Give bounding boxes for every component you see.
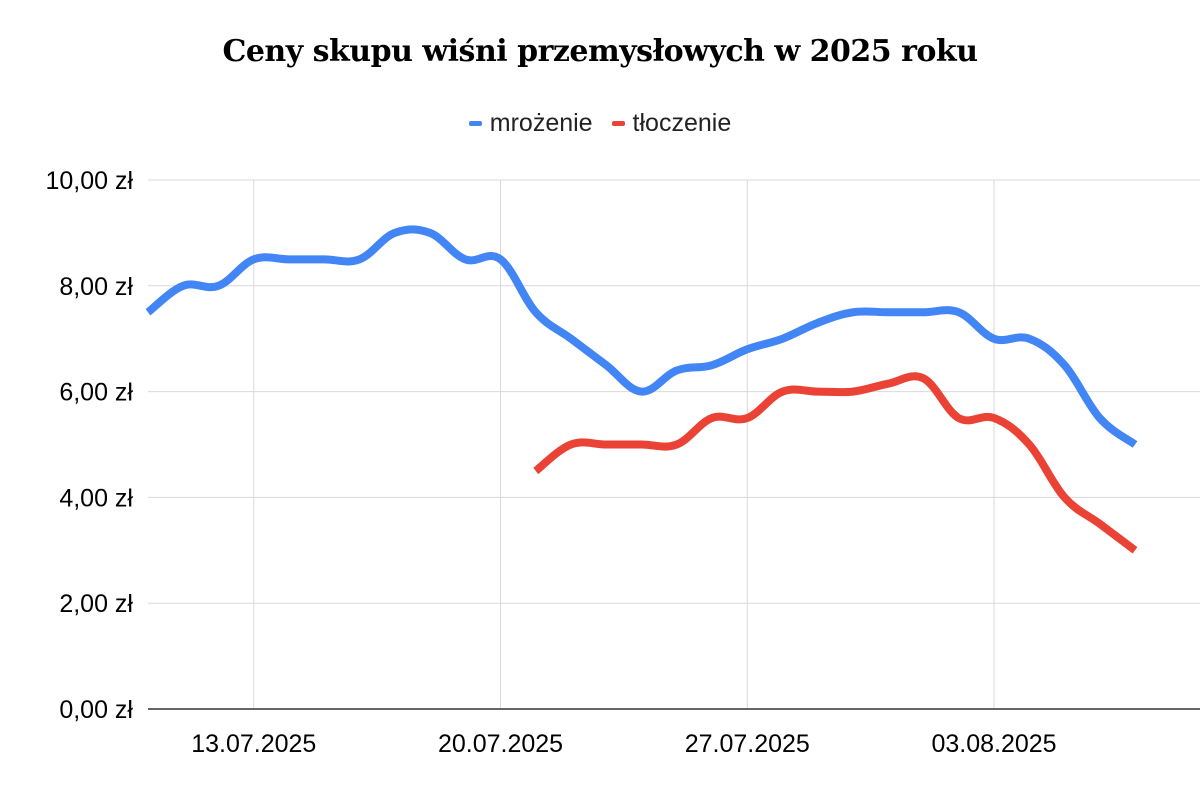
series-line-tłoczenie[interactable] (533, 372, 1138, 554)
x-tick-label: 20.07.2025 (438, 730, 563, 758)
legend-label: mrożenie (489, 109, 593, 137)
y-tick-label: 10,00 zł (45, 167, 133, 195)
y-tick-label: 0,00 zł (59, 696, 133, 724)
data-series (145, 225, 1138, 554)
y-axis: 0,00 zł 2,00 zł 4,00 zł 6,00 zł 8,00 zł 10,00… (45, 167, 133, 724)
legend-swatch-red-icon (611, 121, 625, 126)
y-tick-label: 2,00 zł (59, 590, 133, 618)
legend-swatch-blue-icon (468, 121, 482, 126)
x-axis: 13.07.2025 20.07.2025 27.07.2025 03.08.2025 (191, 730, 1056, 758)
series-line-mrożenie[interactable] (145, 225, 1138, 448)
legend-item-tloczenie[interactable]: tłoczenie (611, 109, 732, 138)
legend-item-mrozenie[interactable]: mrożenie (468, 109, 593, 138)
y-tick-label: 6,00 zł (59, 379, 133, 407)
legend-label: tłoczenie (632, 109, 732, 137)
chart-legend: mrożenie tłoczenie (0, 104, 1200, 138)
x-tick-label: 13.07.2025 (191, 730, 316, 758)
chart-title: Ceny skupu wiśni przemysłowych w 2025 ro… (222, 34, 978, 69)
x-tick-label: 27.07.2025 (685, 730, 810, 758)
x-tick-label: 03.08.2025 (931, 730, 1056, 758)
y-tick-label: 4,00 zł (59, 484, 133, 512)
y-tick-label: 8,00 zł (59, 273, 133, 301)
gridlines (148, 179, 1200, 709)
